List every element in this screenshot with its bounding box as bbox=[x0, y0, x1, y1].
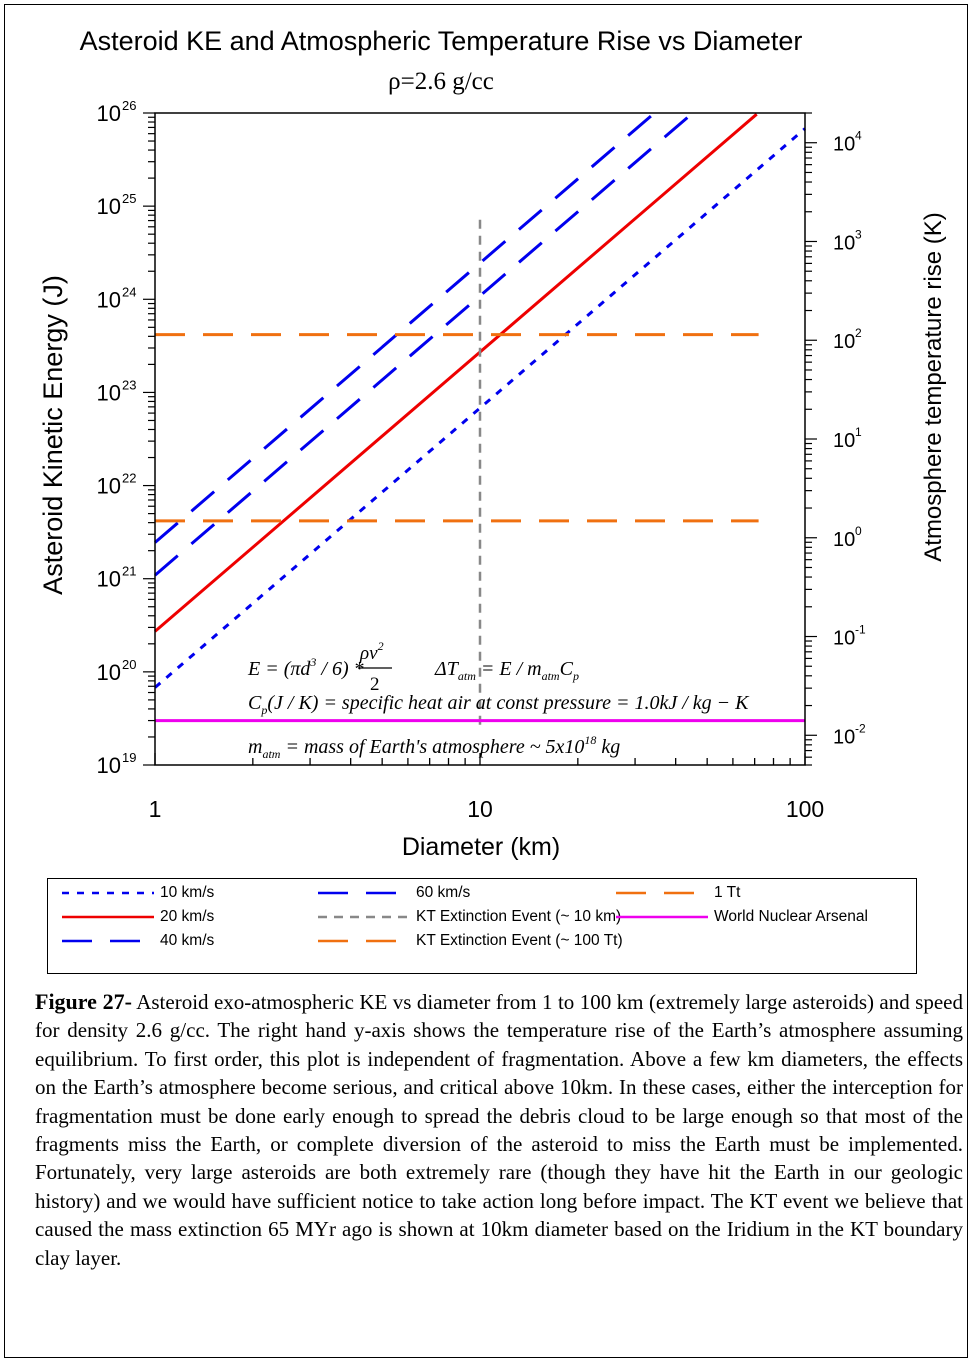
axis-ticks bbox=[143, 112, 817, 766]
y2-tick-exponent: 0 bbox=[855, 524, 862, 538]
y-tick-label: 10 bbox=[97, 380, 121, 405]
caption-text: Asteroid exo-atmospheric KE vs diameter … bbox=[35, 990, 963, 1270]
y-tick-label: 10 bbox=[97, 567, 121, 592]
legend-item: 60 km/s bbox=[318, 883, 470, 903]
x-tick-label: 1 bbox=[149, 796, 162, 822]
y2-tick-label: 10 bbox=[833, 628, 855, 650]
y-tick-exponent: 19 bbox=[122, 750, 136, 765]
y-tick-exponent: 20 bbox=[122, 657, 136, 672]
y2-tick-exponent: 2 bbox=[855, 326, 862, 340]
legend-swatch bbox=[62, 891, 154, 895]
y-tick-exponent: 21 bbox=[122, 564, 136, 579]
plot-area-border bbox=[154, 112, 806, 766]
y-tick-label: 10 bbox=[97, 753, 121, 778]
series-line: 60 km/s bbox=[154, 109, 658, 544]
y2-tick-label: 10 bbox=[833, 232, 855, 254]
series-lines: 10 km/s20 km/s40 km/s60 km/sKT Extinctio… bbox=[154, 106, 806, 725]
y2-tick-label: 10 bbox=[833, 430, 855, 452]
chart-title: Asteroid KE and Atmospheric Temperature … bbox=[80, 26, 803, 56]
equation-delta-t: ΔTatm = E / matmCp bbox=[434, 658, 579, 683]
legend-swatch bbox=[616, 891, 708, 895]
legend-swatch bbox=[62, 915, 154, 919]
y-tick-exponent: 24 bbox=[122, 284, 136, 299]
x-axis-label: Diameter (km) bbox=[402, 833, 560, 861]
y-tick-exponent: 22 bbox=[122, 471, 136, 486]
figure-frame: Asteroid KE and Atmospheric Temperature … bbox=[4, 4, 968, 1358]
legend-swatch bbox=[318, 915, 410, 919]
legend-item: World Nuclear Arsenal bbox=[616, 907, 868, 927]
series-line: 40 km/s bbox=[154, 106, 700, 577]
legend-label: World Nuclear Arsenal bbox=[714, 908, 868, 925]
y2-tick-label: 10 bbox=[833, 529, 855, 551]
legend-label: KT Extinction Event (~ 100 Tt) bbox=[416, 932, 623, 949]
equation-specific-heat: Cp(J / K) = specific heat air at const p… bbox=[248, 692, 750, 717]
y-tick-label: 10 bbox=[97, 660, 121, 685]
legend-label: 40 km/s bbox=[160, 932, 215, 949]
y2-axis-label: Atmosphere temperature rise (K) bbox=[920, 212, 947, 561]
legend-item: 1 Tt bbox=[616, 883, 740, 903]
y-tick-label: 10 bbox=[97, 287, 121, 312]
y2-tick-exponent: -1 bbox=[855, 623, 866, 637]
legend-label: 1 Tt bbox=[714, 884, 741, 901]
y-tick-label: 10 bbox=[97, 194, 121, 219]
y2-tick-label: 10 bbox=[833, 331, 855, 353]
y2-tick-label: 10 bbox=[833, 726, 855, 748]
figure-caption: Figure 27- Asteroid exo-atmospheric KE v… bbox=[35, 988, 963, 1272]
equation-energy-denominator: 2 bbox=[370, 674, 380, 695]
x-tick-label: 100 bbox=[786, 796, 824, 822]
series-line: 10 km/s bbox=[154, 127, 806, 689]
y-axis-label: Asteroid Kinetic Energy (J) bbox=[38, 275, 68, 595]
legend-item: KT Extinction Event (~ 10 km) bbox=[318, 907, 621, 927]
legend: 10 km/s 60 km/s 1 Tt 20 km/s KT Extinction E… bbox=[47, 878, 917, 974]
legend-label: 20 km/s bbox=[160, 908, 215, 925]
legend-item: 40 km/s bbox=[62, 931, 214, 951]
y2-tick-exponent: -2 bbox=[855, 721, 866, 735]
legend-item: 20 km/s bbox=[62, 907, 214, 927]
legend-item: KT Extinction Event (~ 100 Tt) bbox=[318, 931, 623, 951]
legend-swatch bbox=[318, 939, 410, 943]
chart-subtitle: ρ=2.6 g/cc bbox=[388, 68, 494, 95]
equation-atmosphere-mass: matm = mass of Earth's atmosphere ~ 5x10… bbox=[248, 733, 620, 761]
series-line: 20 km/s bbox=[154, 113, 758, 633]
chart: Asteroid KE and Atmospheric Temperature … bbox=[38, 26, 947, 861]
caption-label: Figure 27- bbox=[35, 989, 132, 1014]
legend-item: 10 km/s bbox=[62, 883, 214, 903]
y2-tick-exponent: 3 bbox=[855, 227, 862, 241]
y2-tick-label: 10 bbox=[833, 134, 855, 156]
x-tick-label: 10 bbox=[467, 796, 493, 822]
legend-label: 60 km/s bbox=[416, 884, 471, 901]
equation-block: E = (πd3 / 6) * ρv2 2 ΔTatm = E / matmCp… bbox=[247, 639, 750, 761]
y-tick-exponent: 26 bbox=[122, 98, 136, 113]
y-tick-exponent: 23 bbox=[122, 377, 136, 392]
density-value: =2.6 g/cc bbox=[401, 68, 494, 95]
y-tick-label: 10 bbox=[97, 474, 121, 499]
y-tick-exponent: 25 bbox=[122, 191, 136, 206]
equation-energy-numerator: ρv2 bbox=[359, 639, 384, 664]
legend-swatch bbox=[318, 891, 410, 895]
rho-symbol: ρ bbox=[388, 68, 400, 95]
y2-tick-exponent: 4 bbox=[855, 129, 862, 143]
y-tick-label: 10 bbox=[97, 101, 121, 126]
legend-label: KT Extinction Event (~ 10 km) bbox=[416, 908, 622, 925]
legend-label: 10 km/s bbox=[160, 884, 215, 901]
legend-swatch bbox=[62, 939, 154, 943]
equation-energy: E = (πd3 / 6) * bbox=[247, 655, 364, 680]
legend-swatch bbox=[616, 915, 708, 919]
y2-tick-exponent: 1 bbox=[855, 425, 862, 439]
